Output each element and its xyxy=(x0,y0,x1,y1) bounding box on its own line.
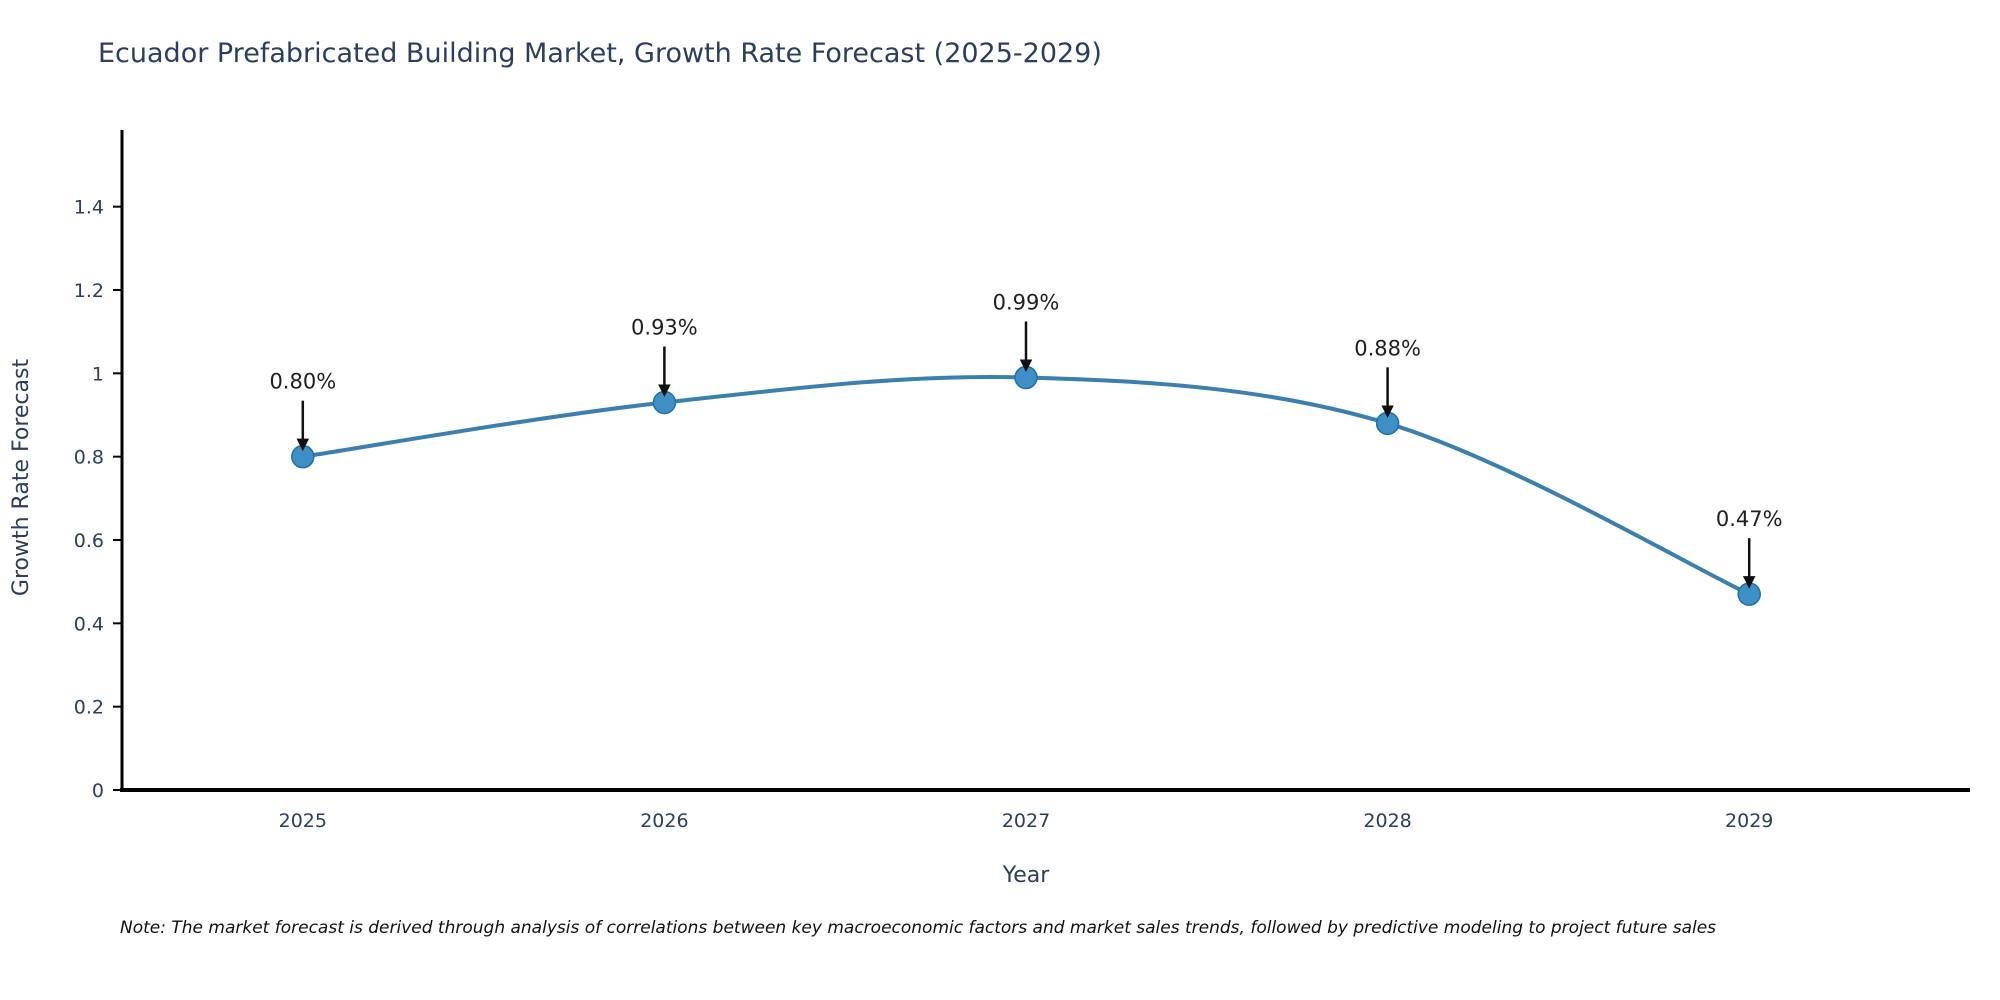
data-point-label: 0.99% xyxy=(993,291,1060,315)
x-axis-title: Year xyxy=(1002,863,1051,888)
y-axis-title: Growth Rate Forecast xyxy=(9,359,34,597)
x-tick-label: 2027 xyxy=(1002,810,1050,832)
footer-note: Note: The market forecast is derived thr… xyxy=(120,918,1717,938)
data-point-marker[interactable] xyxy=(1737,582,1761,606)
y-tick-label: 1 xyxy=(92,363,104,385)
y-axis-tick-labels: 0 0.2 0.4 0.6 0.8 1 1.2 1.4 xyxy=(74,197,104,802)
page-title: Ecuador Prefabricated Building Market, G… xyxy=(98,38,1102,69)
y-tick-label: 0 xyxy=(92,780,104,802)
y-tick-label: 1.2 xyxy=(74,280,104,302)
x-axis-tick-labels: 2025 2026 2027 2028 2029 xyxy=(279,810,1774,832)
data-point-label: 0.80% xyxy=(269,370,336,394)
data-point-marker[interactable] xyxy=(1375,411,1400,436)
data-point-label: 0.88% xyxy=(1354,336,1421,360)
forecast-line-series xyxy=(300,375,1752,597)
y-tick-label: 0.8 xyxy=(74,447,104,469)
y-tick-label: 1.4 xyxy=(74,197,104,219)
data-point-label: 0.47% xyxy=(1716,507,1783,531)
data-point-label: 0.93% xyxy=(631,316,698,340)
y-axis-tick-marks xyxy=(113,205,122,791)
y-tick-label: 0.2 xyxy=(74,697,104,719)
x-tick-label: 2025 xyxy=(279,810,327,832)
x-tick-label: 2026 xyxy=(640,810,688,832)
x-tick-label: 2028 xyxy=(1363,810,1411,832)
y-tick-label: 0.6 xyxy=(74,530,104,552)
y-tick-label: 0.4 xyxy=(74,613,104,635)
x-tick-label: 2029 xyxy=(1725,810,1773,832)
data-point-marker[interactable] xyxy=(1014,365,1038,390)
data-label-annotations: 0.80% 0.93% 0.99% 0.88% 0.47% xyxy=(269,291,1783,589)
data-point-marker[interactable] xyxy=(291,444,315,469)
data-point-marker[interactable] xyxy=(652,390,677,415)
